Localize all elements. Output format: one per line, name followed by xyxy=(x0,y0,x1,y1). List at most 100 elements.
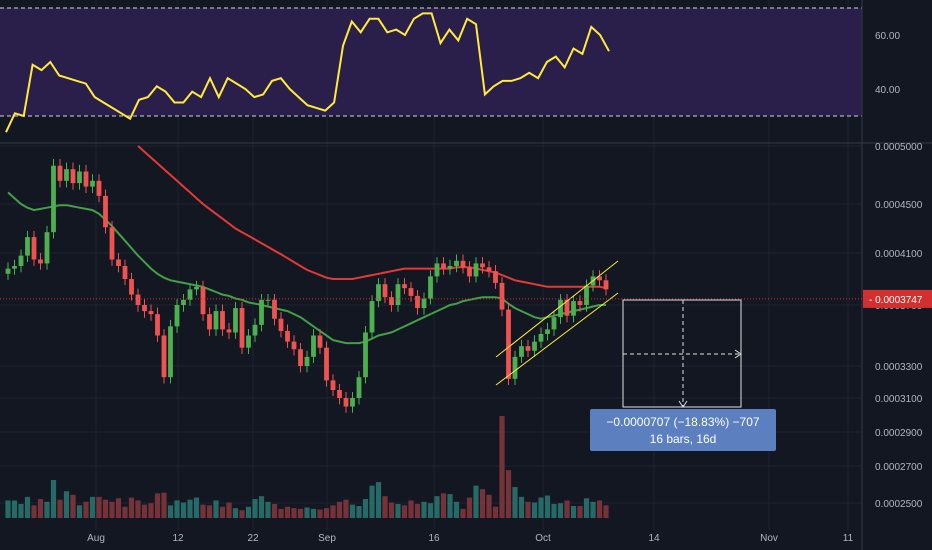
volume-bar xyxy=(291,508,297,518)
rsi-line xyxy=(5,12,610,133)
candle-body xyxy=(77,171,82,184)
candle-body xyxy=(382,284,388,298)
volume-bar xyxy=(603,505,609,518)
price-tick-label: 0.0002500 xyxy=(875,499,923,510)
volume-bar xyxy=(161,492,167,518)
volume-bar xyxy=(310,508,317,518)
volume-bar xyxy=(128,497,135,518)
candle-body xyxy=(454,260,459,266)
candle-body xyxy=(369,301,375,333)
volume-bar xyxy=(427,503,434,518)
candle-body xyxy=(402,284,407,289)
candle-body xyxy=(421,298,427,309)
last-price-badge: - 0.0003747 xyxy=(0,289,932,308)
candle-body xyxy=(324,347,329,381)
volume-bar xyxy=(226,502,232,518)
candle-body xyxy=(51,165,56,233)
volume-bar xyxy=(284,506,291,518)
volume-bars xyxy=(5,416,609,518)
volume-bar xyxy=(200,504,206,518)
volume-bar xyxy=(564,500,570,518)
candle-body xyxy=(564,299,570,316)
rsi-axis[interactable]: 60.00 40.00 xyxy=(875,31,900,96)
measure-tool[interactable]: −0.0000707 (−18.83%) −707 16 bars, 16d xyxy=(590,299,776,451)
candle-body xyxy=(142,305,147,312)
candle-body xyxy=(499,282,505,310)
candle-body xyxy=(311,335,316,357)
candle-body xyxy=(603,280,609,290)
candle-body xyxy=(168,326,173,378)
price-tick-label: 0.0002900 xyxy=(875,428,923,439)
volume-bar xyxy=(57,499,63,518)
candle-body xyxy=(103,195,108,228)
price-axis[interactable]: 0.00050000.00045000.00041000.00037000.00… xyxy=(875,142,923,510)
volume-bar xyxy=(135,500,141,518)
measure-arrow-down xyxy=(678,400,688,408)
price-tick-label: 0.0003100 xyxy=(875,394,923,405)
candle-body xyxy=(148,311,154,315)
candle-body xyxy=(83,171,89,187)
volume-bar xyxy=(219,506,226,518)
volume-bar xyxy=(141,504,148,518)
volume-bar xyxy=(265,501,271,518)
volume-bar xyxy=(24,496,31,518)
candle-body xyxy=(109,227,115,260)
candle-body xyxy=(473,263,479,277)
candle-body xyxy=(467,267,472,277)
volume-bar xyxy=(5,500,11,518)
volume-bar xyxy=(525,501,531,518)
price-tick-label: 0.0004100 xyxy=(875,249,923,260)
volume-bar xyxy=(583,498,590,518)
candle-body xyxy=(181,299,186,305)
volume-bar xyxy=(154,493,161,518)
volume-bar xyxy=(304,507,310,518)
volume-bar xyxy=(102,499,109,518)
volume-bar xyxy=(544,495,551,518)
volume-bar xyxy=(50,480,57,518)
volume-bar xyxy=(453,501,460,518)
volume-bar xyxy=(362,499,369,518)
volume-bar xyxy=(83,501,89,518)
candle-body xyxy=(278,318,284,331)
candle-body xyxy=(122,266,128,279)
volume-bar xyxy=(317,509,323,518)
volume-bar xyxy=(440,493,447,518)
volume-bar xyxy=(492,506,499,518)
candle-body xyxy=(389,297,394,305)
measure-arrow-right xyxy=(734,349,742,359)
volume-bar xyxy=(486,494,492,518)
candle-body xyxy=(304,356,310,366)
candle-body xyxy=(155,314,160,336)
volume-bar xyxy=(63,491,70,518)
volume-bar xyxy=(349,504,356,518)
candle-body xyxy=(31,237,37,260)
rsi-tick-label: 60.00 xyxy=(875,31,900,42)
time-tick-label: 12 xyxy=(172,533,184,544)
time-tick-label: Aug xyxy=(87,533,105,544)
volume-bar xyxy=(167,505,174,518)
candle-body xyxy=(545,329,550,334)
volume-bar xyxy=(109,501,115,518)
volume-bar xyxy=(180,502,187,518)
price-tick-label: 0.0002700 xyxy=(875,462,923,473)
candle-body xyxy=(506,309,511,379)
candle-body xyxy=(272,299,277,319)
volume-bar xyxy=(356,506,362,518)
candle-body xyxy=(538,333,544,342)
candle-body xyxy=(493,271,498,283)
trend-channel[interactable] xyxy=(495,260,619,386)
candle-body xyxy=(207,314,212,330)
candle-body xyxy=(174,305,180,327)
price-tick-label: 0.0003300 xyxy=(875,362,923,373)
candle-body xyxy=(434,263,440,277)
volume-bar xyxy=(89,496,96,518)
volume-bar xyxy=(382,496,388,518)
volume-bar xyxy=(206,505,213,518)
time-tick-label: 16 xyxy=(428,533,440,544)
candle-body xyxy=(350,398,355,407)
time-axis[interactable]: Aug 12 22 Sep 16 Oct 14 Nov 11 xyxy=(87,533,854,544)
time-tick-label: 11 xyxy=(843,533,854,544)
candle-body xyxy=(161,335,167,378)
candle-body xyxy=(116,259,121,266)
